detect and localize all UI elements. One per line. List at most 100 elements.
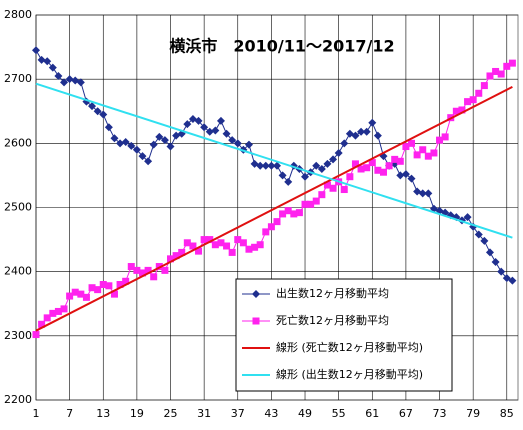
- point: [127, 141, 136, 150]
- point: [295, 209, 303, 217]
- legend-label: 線形 (死亡数12ヶ月移動平均): [276, 340, 423, 354]
- point: [317, 165, 326, 173]
- point: [166, 142, 175, 151]
- chart-title: 横浜市 2010/11～2017/12: [169, 37, 394, 56]
- point: [32, 46, 40, 55]
- point: [32, 331, 40, 339]
- point: [401, 170, 410, 179]
- point: [301, 172, 310, 181]
- point: [273, 161, 281, 170]
- x-tick-label: 7: [66, 407, 73, 420]
- point: [155, 132, 164, 141]
- point: [234, 236, 242, 244]
- x-tick-label: 19: [130, 407, 144, 420]
- point: [183, 120, 192, 129]
- point: [502, 274, 511, 283]
- point: [256, 241, 264, 249]
- point: [419, 146, 427, 154]
- point: [441, 133, 449, 141]
- point: [368, 159, 376, 167]
- x-tick-label: 55: [332, 407, 346, 420]
- y-tick-label: 2200: [4, 393, 32, 406]
- point: [48, 63, 57, 72]
- trend-line: [35, 82, 513, 239]
- trend-line: [35, 85, 513, 332]
- point: [273, 218, 281, 226]
- point: [38, 320, 46, 328]
- point: [480, 82, 488, 90]
- point: [368, 118, 377, 127]
- x-tick-label: 67: [399, 407, 413, 420]
- point: [351, 160, 359, 168]
- y-tick-label: 2300: [4, 329, 32, 342]
- point: [233, 139, 242, 148]
- point: [223, 242, 231, 250]
- point: [217, 239, 225, 247]
- point: [357, 127, 366, 136]
- point: [71, 288, 79, 296]
- point: [418, 189, 427, 198]
- point: [206, 236, 214, 244]
- point: [329, 155, 338, 164]
- point: [379, 168, 387, 176]
- legend-box: [235, 278, 453, 392]
- point: [54, 71, 63, 80]
- point: [160, 136, 169, 145]
- legend-label: 死亡数12ヶ月移動平均: [276, 313, 389, 327]
- y-tick-label: 2700: [4, 72, 32, 85]
- point: [279, 210, 287, 218]
- point: [216, 116, 225, 125]
- point: [267, 161, 276, 170]
- point: [508, 59, 516, 67]
- point: [312, 197, 320, 205]
- point: [127, 263, 135, 271]
- point: [413, 151, 421, 159]
- point: [88, 284, 96, 292]
- point: [373, 131, 382, 140]
- point: [362, 127, 371, 136]
- point: [340, 139, 349, 148]
- x-tick-label: 43: [264, 407, 278, 420]
- point: [396, 171, 405, 180]
- point: [228, 248, 236, 256]
- point: [278, 171, 287, 180]
- point: [492, 67, 500, 75]
- point: [60, 305, 68, 313]
- point: [189, 242, 197, 250]
- point: [323, 181, 331, 189]
- point: [200, 123, 209, 132]
- point: [88, 102, 97, 111]
- x-tick-label: 37: [231, 407, 245, 420]
- point: [205, 127, 214, 136]
- point: [49, 309, 57, 317]
- point: [267, 223, 275, 231]
- point: [104, 123, 113, 132]
- point: [323, 159, 332, 168]
- point: [94, 286, 102, 294]
- point: [178, 248, 186, 256]
- point: [424, 189, 433, 198]
- point: [485, 248, 494, 257]
- point: [374, 166, 382, 174]
- y-tick-label: 2500: [4, 201, 32, 214]
- point: [508, 276, 517, 285]
- point: [463, 213, 472, 222]
- point: [391, 155, 399, 163]
- point: [407, 174, 416, 183]
- point: [144, 157, 153, 166]
- point: [430, 149, 438, 157]
- legend-marker: [252, 317, 260, 325]
- x-tick-label: 31: [197, 407, 211, 420]
- point: [133, 266, 141, 274]
- point: [122, 277, 130, 285]
- point: [222, 129, 231, 138]
- legend-marker: [252, 290, 260, 298]
- point: [301, 200, 309, 208]
- point: [172, 252, 180, 260]
- point: [54, 307, 62, 315]
- point: [491, 258, 500, 267]
- point: [195, 247, 203, 255]
- point: [256, 161, 265, 170]
- point: [469, 96, 477, 104]
- point: [244, 140, 253, 149]
